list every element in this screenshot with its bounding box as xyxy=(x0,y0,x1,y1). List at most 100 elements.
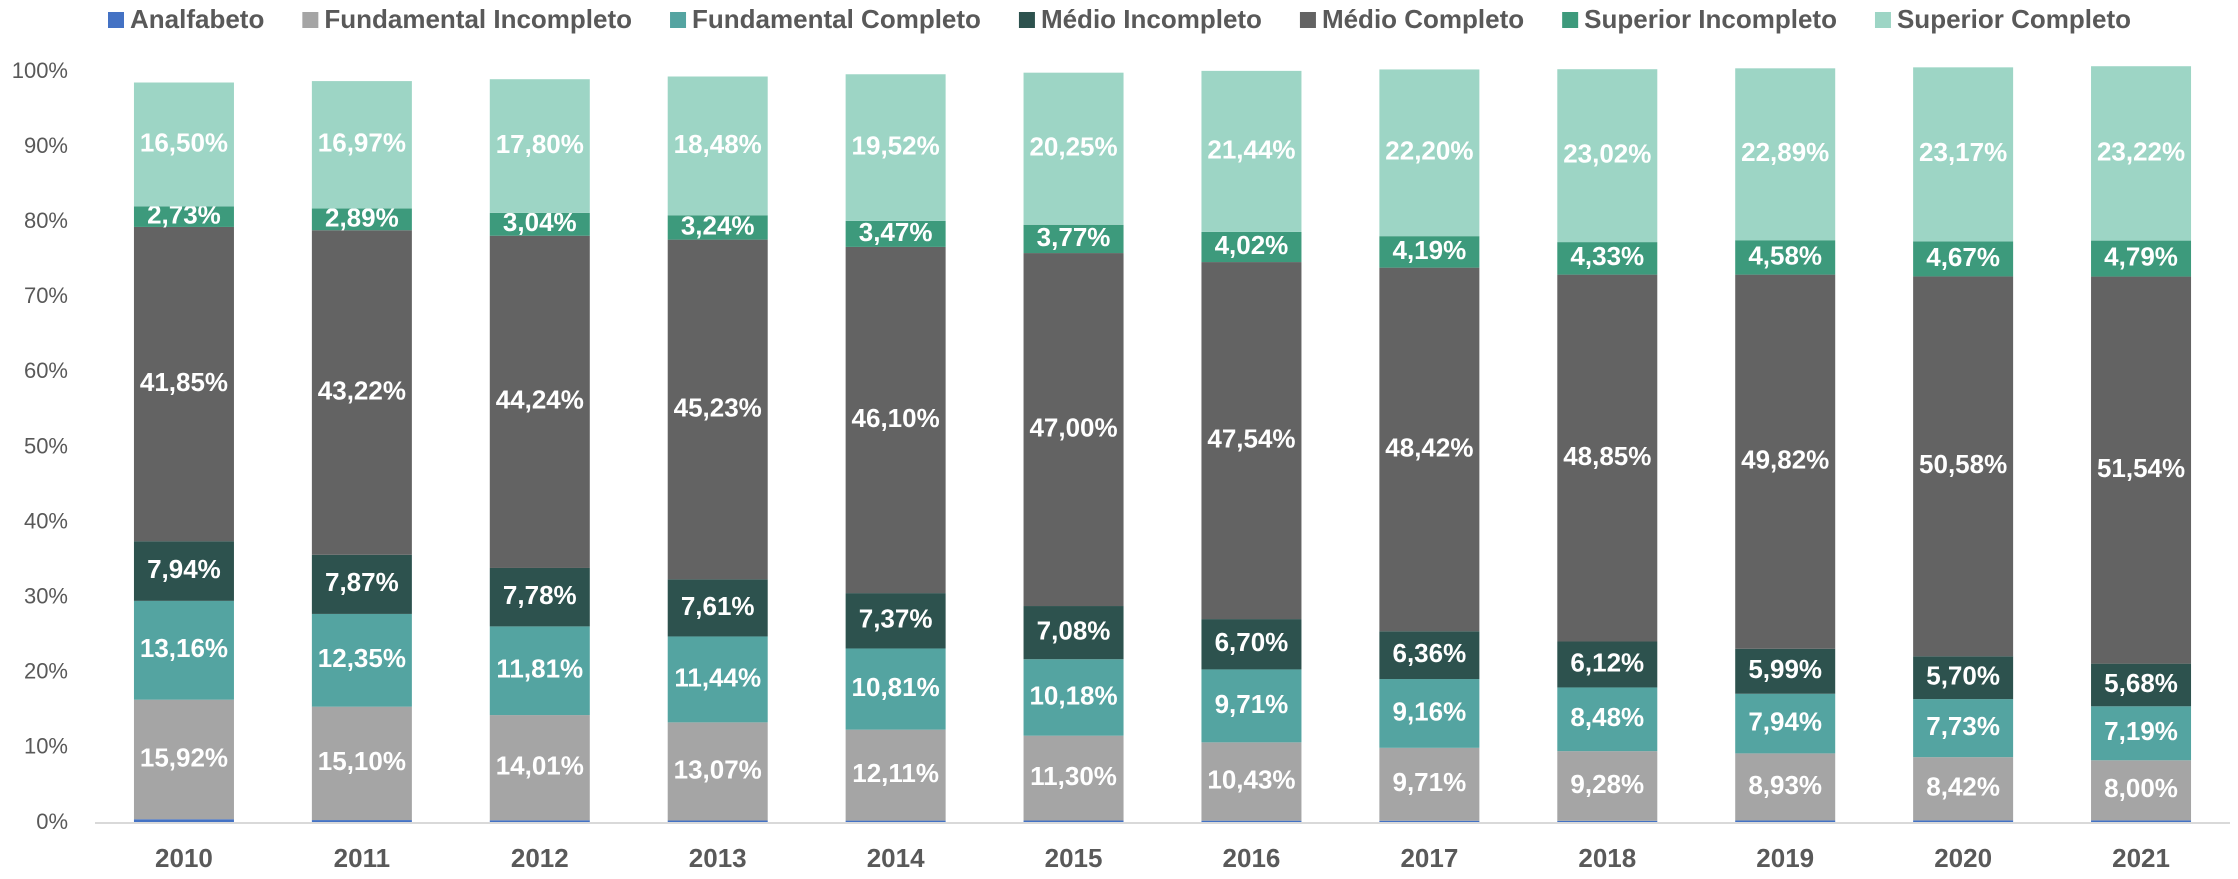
bar-segment xyxy=(311,230,412,555)
bar-segment xyxy=(667,820,768,823)
bar-segment xyxy=(133,206,234,227)
legend-swatch xyxy=(1018,12,1035,28)
bar-segment xyxy=(2091,276,2192,664)
bar-segment xyxy=(133,600,234,700)
y-tick-label: 40% xyxy=(24,508,68,533)
data-label: 9,71% xyxy=(1393,767,1467,797)
data-label: 7,61% xyxy=(681,591,755,621)
data-label: 4,79% xyxy=(2104,241,2178,271)
data-label: 7,87% xyxy=(325,567,399,597)
bar-segment xyxy=(667,636,768,723)
bar-segment xyxy=(845,246,946,594)
bar-segment xyxy=(133,82,234,207)
bar-segment xyxy=(845,74,946,221)
bar-segment xyxy=(133,819,234,823)
bar-segment xyxy=(1201,669,1302,743)
bar-segment xyxy=(845,820,946,823)
data-label: 17,80% xyxy=(496,129,584,159)
bar-segment xyxy=(133,699,234,820)
bar-segment xyxy=(667,722,768,821)
bar-segment xyxy=(133,541,234,601)
bar-segment xyxy=(1201,742,1302,821)
bar-segment xyxy=(2091,820,2192,823)
bar-segment xyxy=(311,706,412,821)
data-label: 48,85% xyxy=(1563,441,1651,471)
data-label: 11,81% xyxy=(496,654,583,684)
data-label: 3,77% xyxy=(1037,222,1111,252)
bar-segment xyxy=(311,820,412,823)
data-label: 45,23% xyxy=(674,392,762,422)
bar-segment xyxy=(311,554,412,614)
y-tick-label: 0% xyxy=(36,809,68,834)
data-label: 43,22% xyxy=(318,375,406,405)
bar-segment xyxy=(1557,242,1658,275)
x-tick-label: 2018 xyxy=(1578,843,1636,873)
x-tick-label: 2012 xyxy=(511,843,569,873)
bar-segment xyxy=(2091,663,2192,707)
bar-segment xyxy=(2091,706,2192,761)
bar-segment xyxy=(1735,68,1836,241)
data-label: 20,25% xyxy=(1029,132,1117,162)
x-tick-label: 2010 xyxy=(155,843,213,873)
data-label: 8,00% xyxy=(2104,773,2178,803)
bar-segment xyxy=(667,239,768,580)
data-label: 51,54% xyxy=(2097,453,2185,483)
x-tick-label: 2020 xyxy=(1934,843,1992,873)
bar-segment xyxy=(1735,753,1836,821)
bar-segment xyxy=(2091,66,2192,241)
data-label: 8,48% xyxy=(1570,702,1644,732)
data-label: 7,19% xyxy=(2104,716,2178,746)
data-label: 6,70% xyxy=(1215,627,1289,657)
data-label: 6,36% xyxy=(1393,638,1467,668)
x-tick-label: 2016 xyxy=(1223,843,1281,873)
bar-segment xyxy=(133,226,234,542)
data-label: 4,19% xyxy=(1393,235,1467,265)
data-label: 48,42% xyxy=(1385,432,1473,462)
bar-segment xyxy=(489,820,590,823)
bar-segment xyxy=(1735,240,1836,275)
data-label: 12,11% xyxy=(852,758,939,788)
data-label: 4,58% xyxy=(1748,240,1822,270)
bar-segment xyxy=(311,81,412,209)
data-label: 15,10% xyxy=(318,746,406,776)
data-label: 46,10% xyxy=(852,403,940,433)
legend-swatch xyxy=(1874,12,1891,28)
x-tick-label: 2015 xyxy=(1045,843,1103,873)
bar-segment xyxy=(2091,760,2192,821)
bar-segment xyxy=(1379,820,1480,823)
data-label: 22,89% xyxy=(1741,137,1829,167)
bar-segment xyxy=(489,212,590,236)
data-label: 4,02% xyxy=(1215,230,1289,260)
bar-segment xyxy=(845,648,946,730)
data-label: 7,73% xyxy=(1926,711,2000,741)
data-label: 11,30% xyxy=(1030,761,1117,791)
bar-segment xyxy=(1913,757,2014,821)
data-label: 7,08% xyxy=(1037,615,1111,645)
bar-segment xyxy=(1023,735,1124,821)
legend-swatch xyxy=(302,12,319,28)
legend-label: Médio Completo xyxy=(1322,4,1524,34)
legend-swatch xyxy=(670,12,687,28)
data-label: 9,28% xyxy=(1570,769,1644,799)
data-label: 3,47% xyxy=(859,217,933,247)
bar-segment xyxy=(311,613,412,707)
y-tick-label: 90% xyxy=(24,133,68,158)
bar-segment xyxy=(1201,262,1302,620)
legend-label: Superior Completo xyxy=(1897,4,2131,34)
data-label: 16,97% xyxy=(318,128,406,158)
bar-segment xyxy=(489,626,590,716)
x-tick-label: 2019 xyxy=(1756,843,1814,873)
data-label: 9,16% xyxy=(1393,696,1467,726)
data-label: 7,94% xyxy=(1748,706,1822,736)
y-tick-label: 70% xyxy=(24,283,68,308)
data-label: 18,48% xyxy=(674,129,762,159)
data-label: 5,68% xyxy=(2104,668,2178,698)
legend-swatch xyxy=(108,12,124,28)
bar-segment xyxy=(1913,241,2014,277)
y-tick-label: 60% xyxy=(24,358,68,383)
data-label: 6,12% xyxy=(1570,647,1644,677)
data-label: 44,24% xyxy=(496,385,584,415)
data-label: 50,58% xyxy=(1919,449,2007,479)
legend-label: Fundamental Incompleto xyxy=(324,4,632,34)
